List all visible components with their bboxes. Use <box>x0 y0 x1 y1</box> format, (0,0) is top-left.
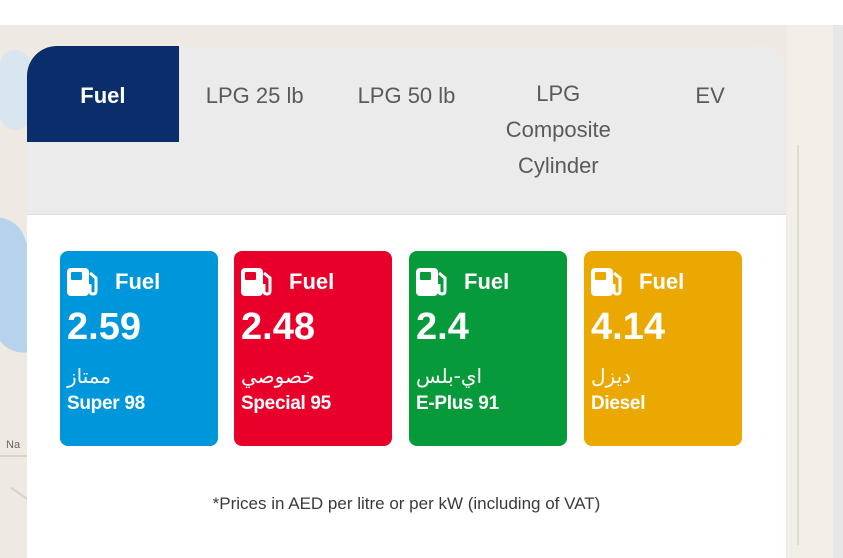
map-water <box>0 50 30 130</box>
tile-kind: Fuel <box>464 269 510 294</box>
tile-name-english: Diesel <box>591 393 646 414</box>
fuel-pump-icon <box>416 268 447 296</box>
map-road <box>797 145 799 545</box>
fuel-pump-icon <box>591 268 622 296</box>
fuel-prices-card: Fuel LPG 25 lb LPG 50 lb LPG Composite C… <box>27 46 786 558</box>
fuel-price-tiles: Fuel 2.59 ممتاز Super 98 Fuel 2.48 خصوصي… <box>60 251 760 446</box>
tile-name-english: Special 95 <box>241 393 331 414</box>
tile-name-arabic: ديزل <box>591 364 632 388</box>
fuel-pump-icon <box>67 268 98 296</box>
price-tile-e-plus-91: Fuel 2.4 اي-بلس E-Plus 91 <box>409 251 567 446</box>
map-background-right <box>787 25 833 558</box>
tile-price: 2.59 <box>67 306 141 348</box>
tile-price: 4.14 <box>591 306 665 348</box>
fuel-pump-icon <box>241 268 272 296</box>
tile-price: 2.4 <box>416 306 469 348</box>
tile-kind: Fuel <box>639 269 685 294</box>
scrollbar-track[interactable] <box>833 25 843 558</box>
map-label: Na <box>6 439 21 451</box>
tile-name-arabic: اي-بلس <box>416 364 483 388</box>
price-footnote: *Prices in AED per litre or per kW (incl… <box>212 494 601 513</box>
tab-fuel[interactable]: Fuel <box>27 46 179 142</box>
tile-kind: Fuel <box>289 269 335 294</box>
tab-lpg-composite-cylinder[interactable]: LPG Composite Cylinder <box>505 81 611 178</box>
tile-name-arabic: ممتاز <box>67 364 112 388</box>
tile-name-arabic: خصوصي <box>241 364 315 388</box>
tile-name-english: E-Plus 91 <box>416 393 499 414</box>
price-tile-diesel: Fuel 4.14 ديزل Diesel <box>584 251 742 446</box>
tab-lpg-25lb[interactable]: LPG 25 lb <box>205 83 304 108</box>
tile-price: 2.48 <box>241 306 315 348</box>
tile-kind: Fuel <box>115 269 161 294</box>
price-tile-special-95: Fuel 2.48 خصوصي Special 95 <box>234 251 392 446</box>
tab-lpg-50lb[interactable]: LPG 50 lb <box>357 83 456 108</box>
tab-bar: Fuel LPG 25 lb LPG 50 lb LPG Composite C… <box>27 46 786 215</box>
price-tile-super-98: Fuel 2.59 ممتاز Super 98 <box>60 251 218 446</box>
tab-ev[interactable]: EV <box>695 83 725 108</box>
map-road <box>0 455 40 457</box>
tile-name-english: Super 98 <box>67 393 145 414</box>
